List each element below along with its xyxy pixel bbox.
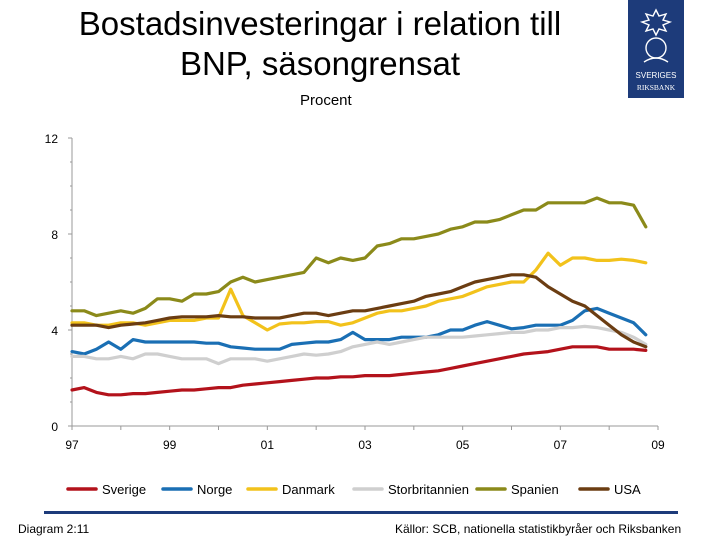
- y-tick-label: 0: [51, 420, 58, 434]
- y-axis: 0 4 8 12: [45, 132, 73, 434]
- title-line-1: Bostadsinvesteringar i relation till: [78, 5, 562, 42]
- series-line-sverige: [70, 345, 648, 397]
- x-tick-label: 09: [651, 438, 665, 452]
- legend: Sverige Norge Danmark Storbritannien Spanien…: [66, 482, 641, 497]
- riksbank-logo: SVERIGES RIKSBANK: [628, 0, 684, 98]
- legend-label-danmark: Danmark: [282, 482, 335, 497]
- series-line-danmark: [70, 251, 648, 332]
- y-tick-label: 12: [45, 132, 59, 146]
- line-chart: 0 4 8 12 97 99 01 03 05 07 09 Sverige Norge Danmark…: [45, 132, 665, 497]
- title-line-2: BNP, säsongrensat: [179, 45, 461, 82]
- legend-label-sverige: Sverige: [102, 482, 146, 497]
- logo-text-1: SVERIGES: [636, 71, 677, 80]
- x-tick-label: 01: [261, 438, 275, 452]
- series-lines: [70, 196, 648, 397]
- series-line-storbritannien: [70, 324, 648, 366]
- riksbank-crest-icon: SVERIGES RIKSBANK: [636, 8, 677, 92]
- x-tick-label: 07: [554, 438, 568, 452]
- diagram-label: Diagram 2:11: [18, 522, 90, 536]
- y-tick-label: 8: [51, 228, 58, 242]
- x-tick-label: 03: [358, 438, 372, 452]
- series-line-spanien: [70, 196, 648, 318]
- series-line-usa: [70, 273, 648, 349]
- logo-text-2: RIKSBANK: [637, 83, 676, 92]
- legend-label-usa: USA: [614, 482, 641, 497]
- sources-note: Källor: SCB, nationella statistikbyråer …: [395, 522, 682, 536]
- legend-label-norge: Norge: [197, 482, 232, 497]
- series-line-norge: [70, 306, 648, 356]
- x-tick-label: 97: [65, 438, 79, 452]
- unit-label: Procent: [300, 92, 352, 109]
- legend-label-spanien: Spanien: [511, 482, 559, 497]
- x-axis: 97 99 01 03 05 07 09: [65, 425, 665, 452]
- footer-divider: [44, 511, 678, 514]
- legend-label-storbritannien: Storbritannien: [388, 482, 469, 497]
- y-tick-label: 4: [51, 324, 58, 338]
- chart-title: Bostadsinvesteringar i relation till BNP…: [20, 4, 620, 84]
- x-tick-label: 05: [456, 438, 470, 452]
- x-tick-label: 99: [163, 438, 177, 452]
